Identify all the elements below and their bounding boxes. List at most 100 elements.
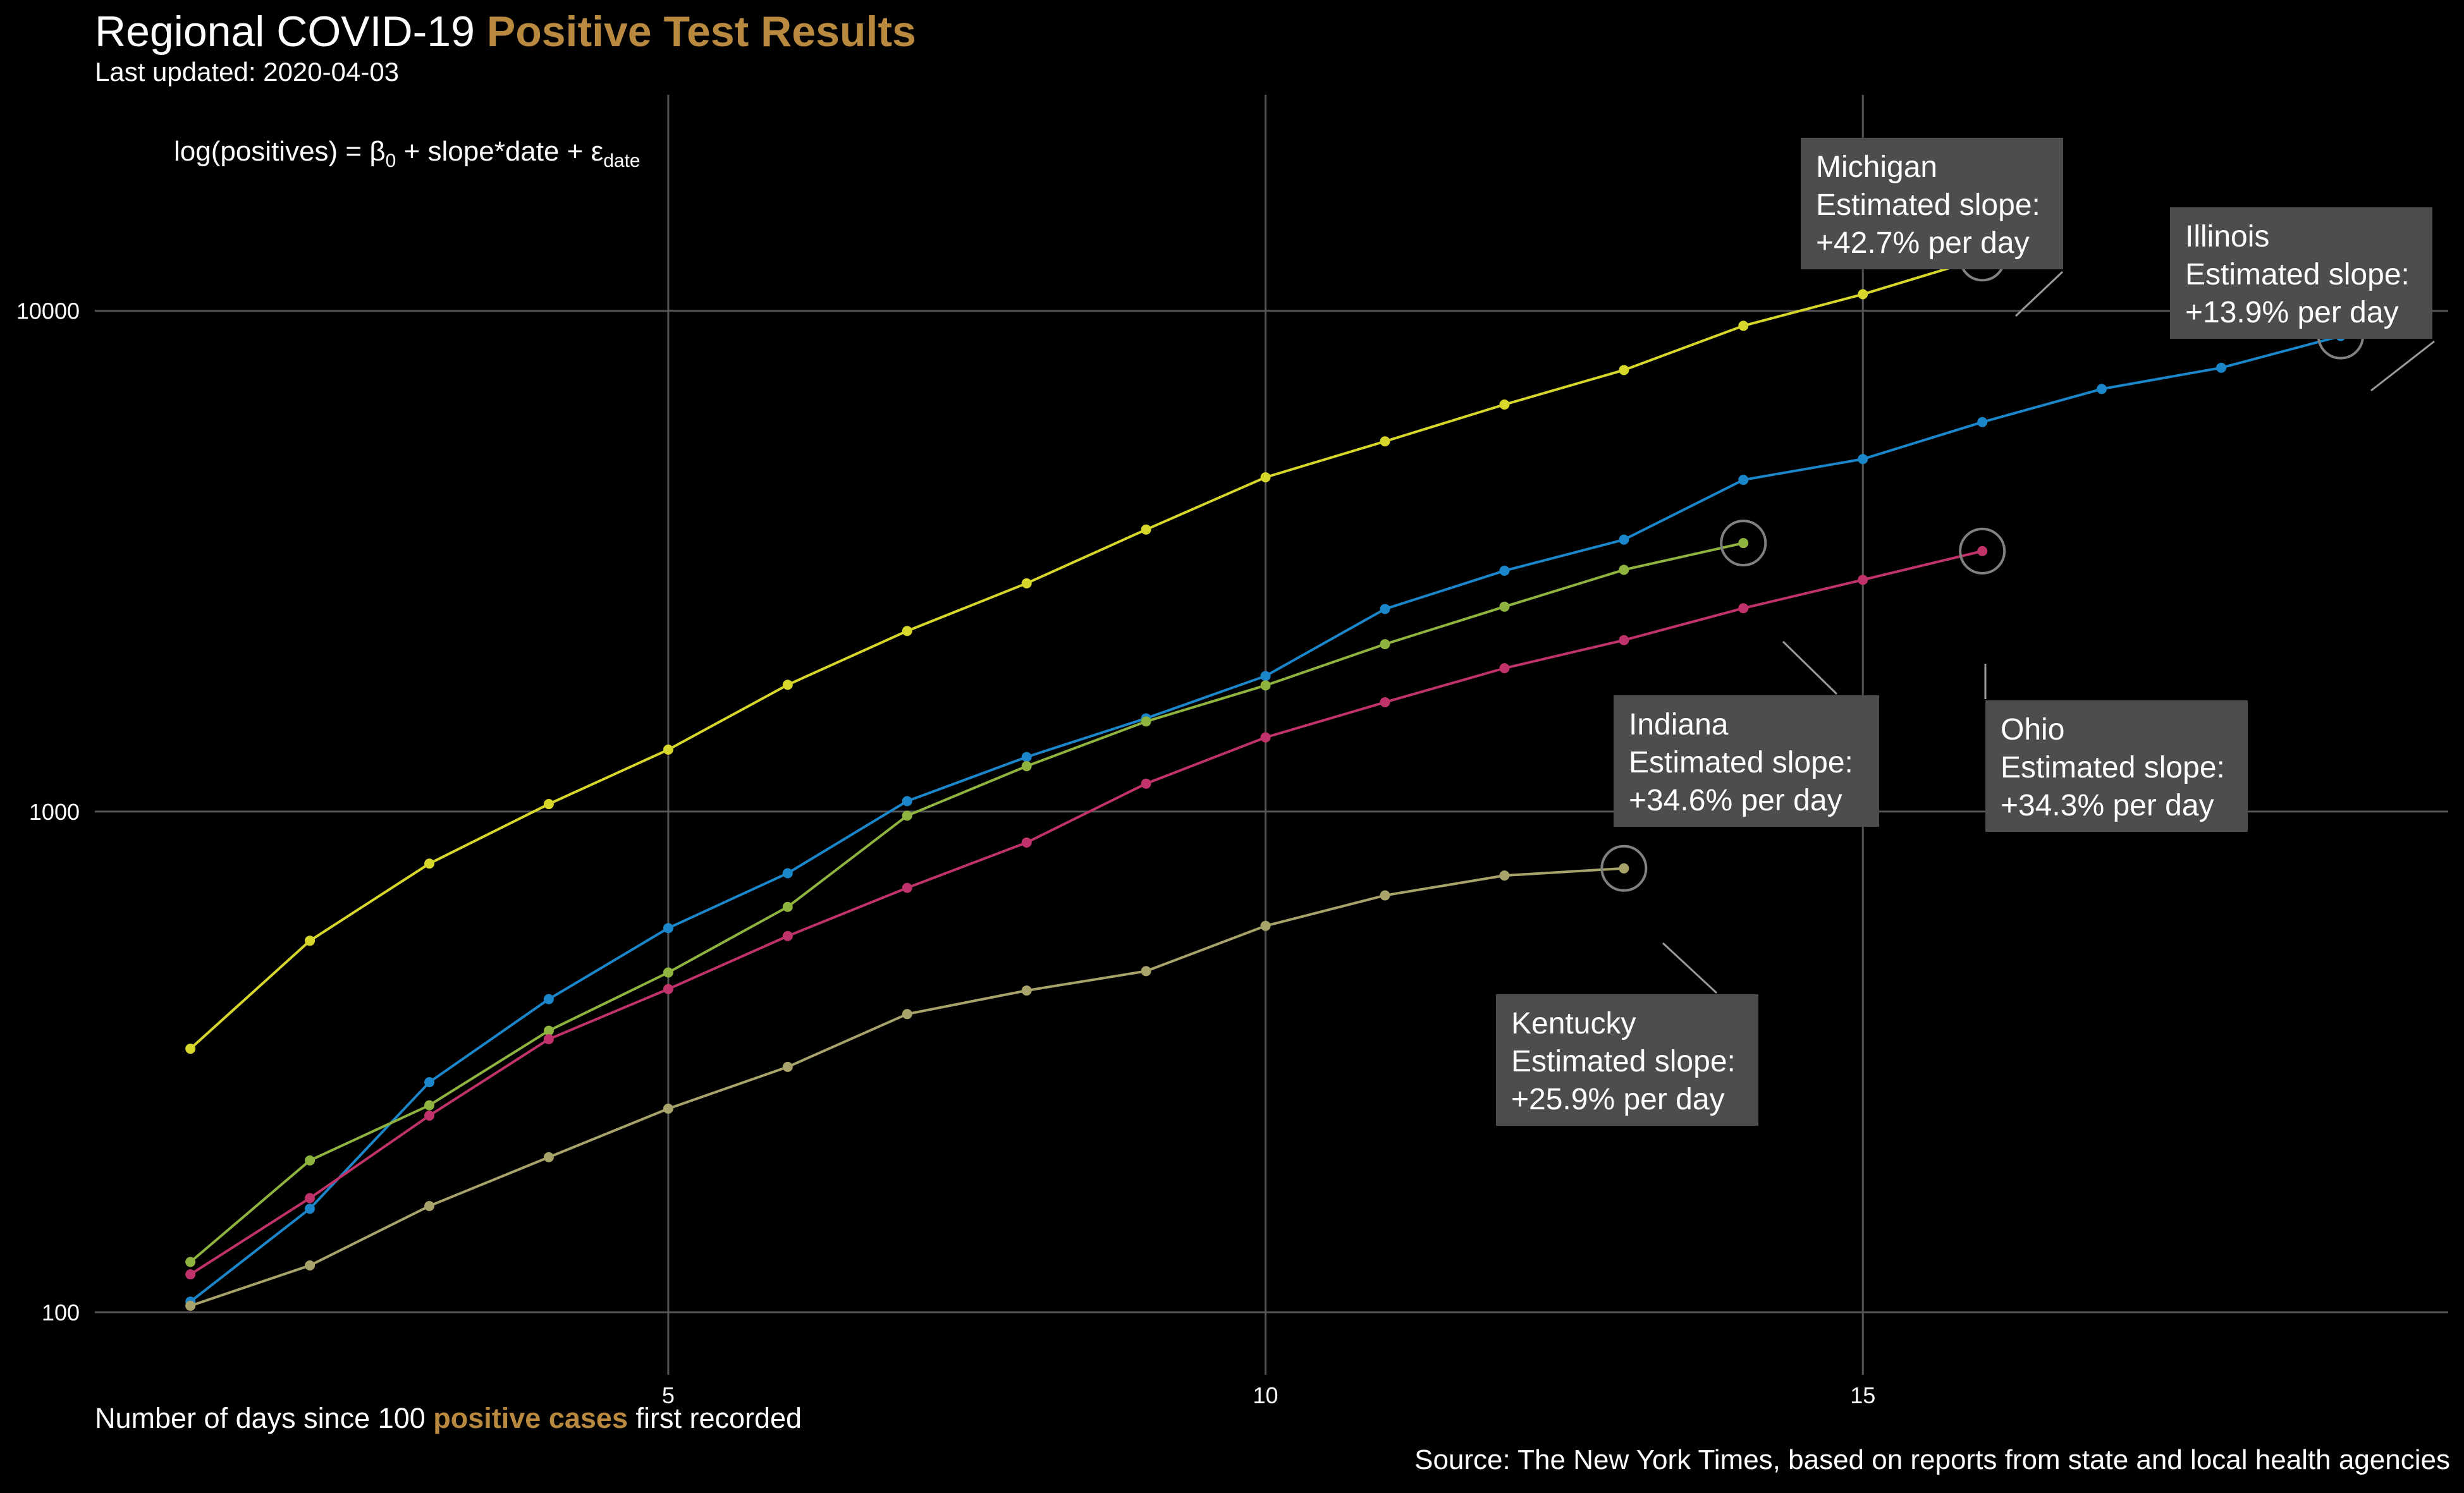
data-point-kentucky <box>1141 966 1151 977</box>
data-point-ohio <box>1380 697 1390 707</box>
data-point-michigan <box>1738 320 1749 331</box>
data-point-ohio <box>543 1034 554 1045</box>
data-point-illinois <box>902 796 912 807</box>
data-point-ohio <box>663 984 673 994</box>
data-point-illinois <box>1499 565 1510 576</box>
data-point-kentucky <box>663 1103 673 1114</box>
formula-eps-sub: date <box>603 150 641 171</box>
chart-title-block: Regional COVID-19 Positive Test Results … <box>95 6 916 87</box>
data-point-kentucky <box>424 1200 435 1211</box>
highlight-ring-indiana <box>1720 520 1767 567</box>
data-point-kentucky <box>782 1061 793 1072</box>
label-text-indiana: +34.6% per day <box>1629 784 1842 817</box>
data-point-ohio <box>305 1193 316 1204</box>
data-point-michigan <box>1260 472 1271 483</box>
label-box-illinois <box>2170 207 2432 339</box>
x-tick-label: 15 <box>1850 1382 1875 1408</box>
data-point-indiana <box>1499 601 1510 612</box>
data-point-michigan <box>424 858 435 869</box>
data-point-kentucky <box>1499 870 1510 881</box>
series-layer <box>185 253 2346 1311</box>
data-point-michigan <box>902 626 912 637</box>
data-point-indiana <box>663 967 673 978</box>
data-point-kentucky <box>1619 863 1629 874</box>
label-box-indiana <box>1614 695 1879 827</box>
highlight-ring-kentucky <box>1600 844 1648 892</box>
x-caption-accent: positive cases <box>433 1402 628 1434</box>
y-tick-label: 1000 <box>29 799 80 825</box>
chart-title-accent: Positive Test Results <box>486 8 916 56</box>
label-text-michigan: +42.7% per day <box>1816 226 2030 260</box>
x-tick-label: 10 <box>1253 1382 1278 1408</box>
data-point-indiana <box>185 1257 196 1267</box>
data-point-ohio <box>1858 575 1868 585</box>
data-point-kentucky <box>305 1260 316 1271</box>
label-text-kentucky: Estimated slope: <box>1511 1045 1736 1078</box>
label-text-kentucky: +25.9% per day <box>1511 1083 1725 1116</box>
data-point-illinois <box>2097 384 2107 394</box>
data-point-indiana <box>1619 564 1629 575</box>
data-point-illinois <box>1619 534 1629 545</box>
chart-subtitle: Last updated: 2020-04-03 <box>95 57 400 87</box>
data-point-michigan <box>1141 524 1151 535</box>
label-text-illinois: Illinois <box>2185 220 2269 253</box>
data-point-illinois <box>1021 752 1032 762</box>
data-point-illinois <box>305 1204 316 1214</box>
label-text-indiana: Indiana <box>1629 708 1729 741</box>
data-point-kentucky <box>185 1300 196 1311</box>
data-point-michigan <box>1499 399 1510 410</box>
formula-beta-sub: 0 <box>385 150 396 171</box>
axes: 5 10 15 100 1000 10000 <box>16 298 1875 1408</box>
data-point-michigan <box>185 1044 196 1054</box>
data-point-ohio <box>1738 603 1749 614</box>
series-line-kentucky <box>190 867 1624 1307</box>
x-caption-before: Number of days since 100 <box>95 1402 434 1434</box>
series-line-indiana <box>189 542 1744 1264</box>
data-point-illinois <box>663 923 673 934</box>
data-point-indiana <box>1141 716 1151 727</box>
chart-title: Regional COVID-19 Positive Test Results <box>95 6 916 57</box>
data-point-kentucky <box>1380 890 1390 901</box>
formula-lhs: log(positives) = β <box>174 136 386 167</box>
label-box-michigan <box>1801 138 2063 269</box>
label-box-kentucky <box>1496 994 1758 1126</box>
label-text-illinois: Estimated slope: <box>2185 258 2410 291</box>
data-point-ohio <box>424 1110 435 1121</box>
x-axis-caption: Number of days since 100 positive cases … <box>95 1402 802 1435</box>
label-box-ohio <box>1985 700 2248 832</box>
y-tick-label: 100 <box>42 1300 80 1325</box>
series-line-michigan <box>189 257 1983 1050</box>
data-point-michigan <box>1380 436 1390 447</box>
data-point-illinois <box>1858 454 1868 465</box>
label-text-ohio: Ohio <box>2001 713 2064 746</box>
data-point-michigan <box>543 799 554 810</box>
data-point-indiana <box>1380 639 1390 650</box>
data-point-kentucky <box>1260 920 1271 931</box>
annotations: Michigan Estimated slope: +42.7% per day Il… <box>1496 138 2435 1126</box>
data-point-ohio <box>1141 778 1151 789</box>
data-point-ohio <box>1619 635 1629 645</box>
label-text-ohio: Estimated slope: <box>2001 751 2225 784</box>
data-point-michigan <box>305 935 316 946</box>
model-formula: log(positives) = β0 + slope*date + εdate <box>174 136 641 172</box>
leader-line-michigan <box>2014 271 2064 317</box>
chart-title-prefix: Regional COVID-19 <box>95 8 487 56</box>
x-caption-after: first recorded <box>627 1402 802 1434</box>
data-point-michigan <box>663 745 673 755</box>
data-point-illinois <box>782 868 793 879</box>
data-point-michigan <box>1619 365 1629 375</box>
data-point-indiana <box>305 1155 316 1166</box>
leader-line-kentucky <box>1662 942 1718 994</box>
data-point-illinois <box>1260 671 1271 681</box>
data-point-ohio <box>782 930 793 941</box>
data-point-indiana <box>782 901 793 912</box>
data-point-kentucky <box>902 1009 912 1020</box>
label-text-ohio: +34.3% per day <box>2001 789 2214 822</box>
y-tick-label: 10000 <box>16 298 80 324</box>
data-point-michigan <box>782 679 793 690</box>
data-point-ohio <box>1499 663 1510 674</box>
data-point-illinois <box>1977 417 1988 427</box>
data-point-ohio <box>902 882 912 893</box>
data-point-indiana <box>1260 680 1271 691</box>
